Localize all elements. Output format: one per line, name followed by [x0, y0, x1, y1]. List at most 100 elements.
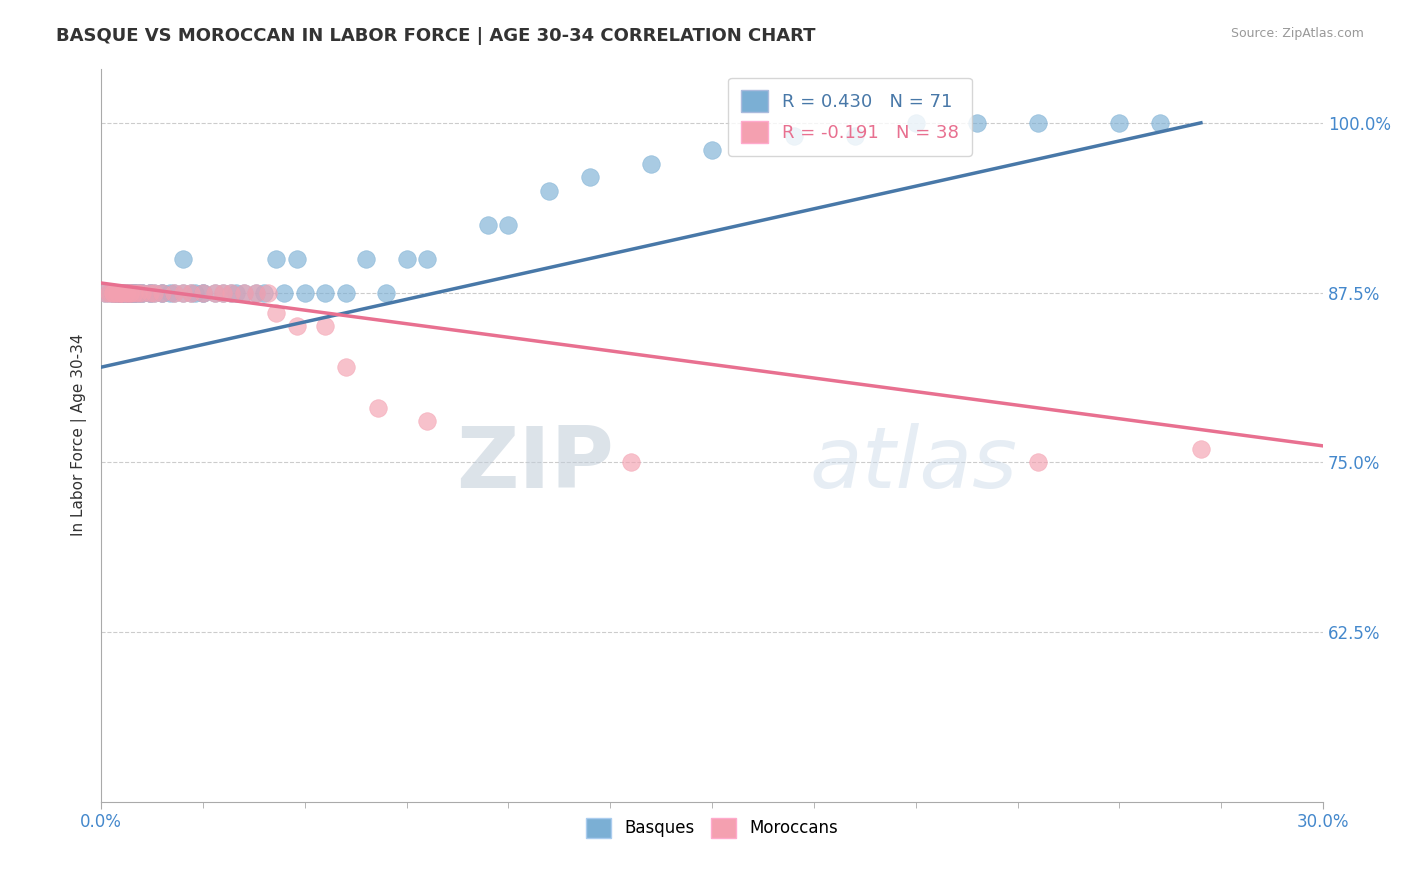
Point	[163, 285, 186, 300]
Point	[253, 285, 276, 300]
Point	[180, 285, 202, 300]
Point	[107, 285, 129, 300]
Point	[904, 116, 927, 130]
Point	[1026, 116, 1049, 130]
Point	[114, 285, 136, 300]
Point	[1189, 442, 1212, 456]
Point	[110, 285, 132, 300]
Point	[94, 285, 117, 300]
Point	[245, 285, 267, 300]
Point	[172, 285, 194, 300]
Point	[844, 129, 866, 144]
Point	[375, 285, 398, 300]
Point	[498, 218, 520, 232]
Point	[118, 285, 141, 300]
Point	[172, 285, 194, 300]
Point	[122, 285, 145, 300]
Point	[221, 285, 243, 300]
Point	[131, 285, 153, 300]
Point	[191, 285, 214, 300]
Point	[273, 285, 295, 300]
Point	[232, 285, 254, 300]
Point	[395, 252, 418, 266]
Point	[110, 285, 132, 300]
Point	[640, 156, 662, 170]
Point	[114, 285, 136, 300]
Point	[110, 285, 132, 300]
Point	[131, 285, 153, 300]
Point	[139, 285, 162, 300]
Point	[232, 285, 254, 300]
Point	[122, 285, 145, 300]
Point	[122, 285, 145, 300]
Point	[163, 285, 186, 300]
Point	[110, 285, 132, 300]
Point	[1108, 116, 1130, 130]
Point	[107, 285, 129, 300]
Point	[191, 285, 214, 300]
Point	[620, 455, 643, 469]
Point	[127, 285, 149, 300]
Point	[245, 285, 267, 300]
Point	[335, 360, 357, 375]
Legend: Basques, Moroccans: Basques, Moroccans	[579, 811, 845, 845]
Point	[127, 285, 149, 300]
Point	[285, 252, 308, 266]
Point	[172, 252, 194, 266]
Point	[143, 285, 166, 300]
Point	[180, 285, 202, 300]
Point	[1026, 455, 1049, 469]
Point	[107, 285, 129, 300]
Point	[294, 285, 316, 300]
Y-axis label: In Labor Force | Age 30-34: In Labor Force | Age 30-34	[72, 334, 87, 536]
Point	[103, 285, 125, 300]
Point	[257, 285, 280, 300]
Point	[103, 285, 125, 300]
Point	[966, 116, 988, 130]
Point	[118, 285, 141, 300]
Point	[103, 285, 125, 300]
Point	[266, 252, 288, 266]
Point	[118, 285, 141, 300]
Point	[204, 285, 226, 300]
Point	[225, 285, 247, 300]
Point	[107, 285, 129, 300]
Point	[782, 129, 804, 144]
Point	[367, 401, 389, 415]
Point	[110, 285, 132, 300]
Point	[191, 285, 214, 300]
Point	[131, 285, 153, 300]
Point	[184, 285, 207, 300]
Point	[110, 285, 132, 300]
Point	[94, 285, 117, 300]
Text: ZIP: ZIP	[457, 423, 614, 506]
Point	[114, 285, 136, 300]
Point	[110, 285, 132, 300]
Point	[122, 285, 145, 300]
Point	[266, 306, 288, 320]
Point	[159, 285, 181, 300]
Point	[416, 415, 439, 429]
Point	[579, 170, 602, 185]
Point	[110, 285, 132, 300]
Point	[285, 319, 308, 334]
Point	[477, 218, 499, 232]
Point	[114, 285, 136, 300]
Point	[110, 285, 132, 300]
Point	[98, 285, 121, 300]
Point	[212, 285, 235, 300]
Point	[127, 285, 149, 300]
Point	[118, 285, 141, 300]
Point	[221, 285, 243, 300]
Point	[335, 285, 357, 300]
Point	[354, 252, 377, 266]
Point	[150, 285, 173, 300]
Point	[314, 319, 336, 334]
Text: BASQUE VS MOROCCAN IN LABOR FORCE | AGE 30-34 CORRELATION CHART: BASQUE VS MOROCCAN IN LABOR FORCE | AGE …	[56, 27, 815, 45]
Text: Source: ZipAtlas.com: Source: ZipAtlas.com	[1230, 27, 1364, 40]
Point	[700, 143, 723, 157]
Point	[150, 285, 173, 300]
Point	[416, 252, 439, 266]
Point	[139, 285, 162, 300]
Point	[98, 285, 121, 300]
